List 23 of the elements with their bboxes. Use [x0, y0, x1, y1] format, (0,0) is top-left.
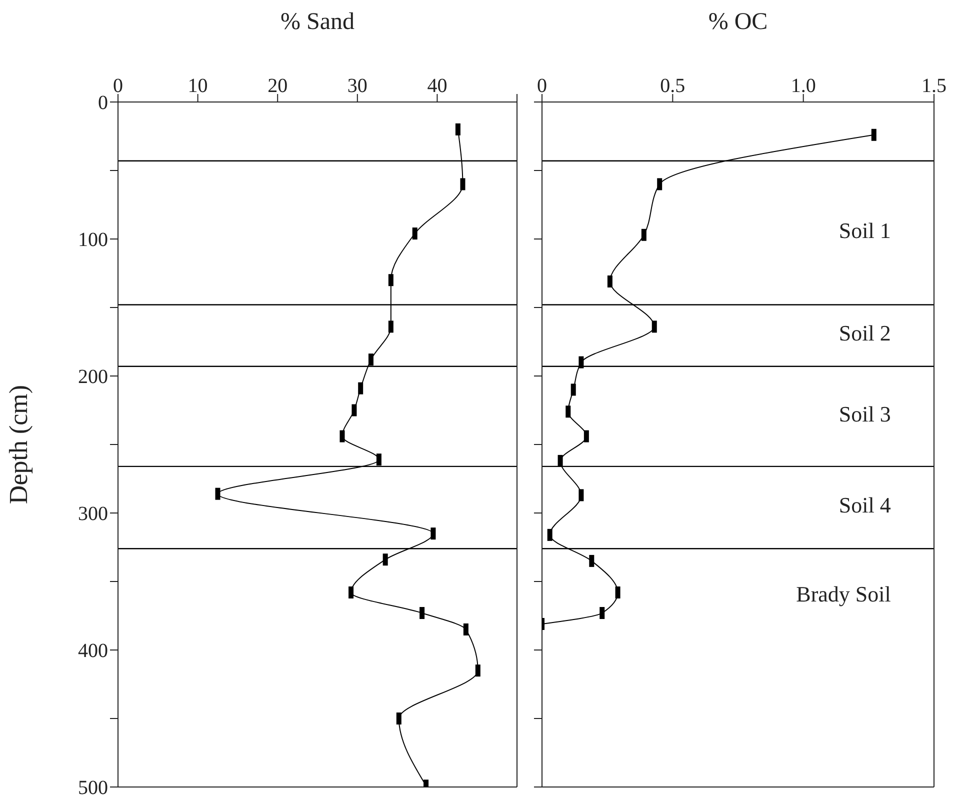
x-tick-label: 0.5 — [660, 75, 686, 97]
x-tick-label: 1.5 — [922, 75, 946, 97]
y-tick-label: 0 — [98, 92, 108, 114]
y-tick-label: 500 — [78, 777, 108, 800]
y-tick-label: 100 — [78, 229, 108, 252]
x-tick-label: 30 — [347, 75, 368, 97]
x-tick-label: 0 — [113, 75, 123, 97]
annotation: Soil 2 — [838, 320, 891, 346]
annotation: Soil 1 — [838, 218, 891, 243]
x-tick-label: 20 — [268, 75, 288, 97]
annotation: Soil 4 — [838, 492, 891, 518]
x-tick-label: 0 — [537, 75, 547, 97]
y-tick-label: 400 — [78, 640, 108, 662]
x-axis-title: % Sand — [280, 9, 354, 36]
y-tick-label: 300 — [78, 503, 108, 526]
y-axis-title: Depth (cm) — [4, 384, 34, 504]
x-axis-title: % OC — [708, 9, 768, 36]
annotation: Brady Soil — [796, 582, 891, 607]
annotation: Soil 3 — [838, 401, 891, 426]
y-tick-label: 200 — [78, 366, 108, 388]
x-tick-label: 1.0 — [790, 75, 816, 97]
x-tick-label: 10 — [188, 75, 208, 97]
x-tick-label: 40 — [427, 75, 448, 97]
